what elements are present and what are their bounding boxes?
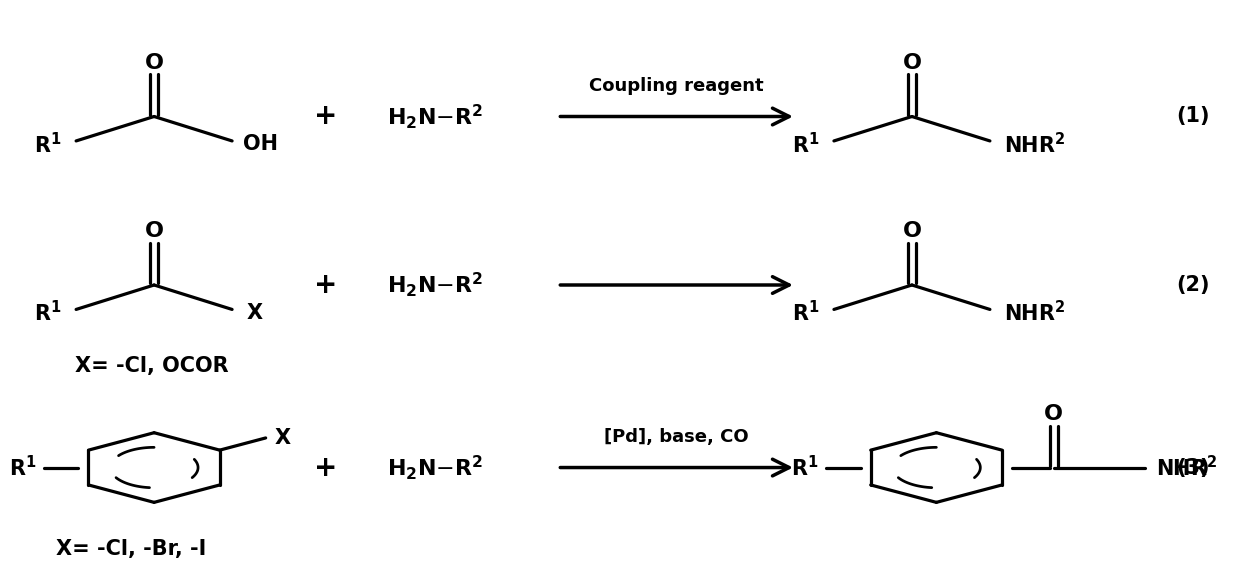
Text: H$_{\mathbf{2}}$N$-$R$^{\mathbf{2}}$: H$_{\mathbf{2}}$N$-$R$^{\mathbf{2}}$ xyxy=(387,102,484,131)
Text: O: O xyxy=(903,221,921,241)
Text: +: + xyxy=(314,271,337,299)
Text: NHR$^{\mathbf{2}}$: NHR$^{\mathbf{2}}$ xyxy=(1004,132,1065,157)
Text: O: O xyxy=(145,221,164,241)
Text: O: O xyxy=(1044,404,1064,424)
Text: R$^{\mathbf{1}}$: R$^{\mathbf{1}}$ xyxy=(35,132,62,157)
Text: OH: OH xyxy=(243,134,278,154)
Text: O: O xyxy=(145,53,164,73)
Text: +: + xyxy=(314,454,337,482)
Text: X= -Cl, -Br, -I: X= -Cl, -Br, -I xyxy=(56,539,207,559)
Text: NHR$^{\mathbf{2}}$: NHR$^{\mathbf{2}}$ xyxy=(1004,300,1065,325)
Text: O: O xyxy=(903,53,921,73)
Text: X: X xyxy=(275,428,291,448)
Text: (1): (1) xyxy=(1177,107,1210,127)
Text: X= -Cl, OCOR: X= -Cl, OCOR xyxy=(74,356,228,376)
Text: X: X xyxy=(247,303,263,323)
Text: [Pd], base, CO: [Pd], base, CO xyxy=(604,428,749,446)
Text: H$_{\mathbf{2}}$N$-$R$^{\mathbf{2}}$: H$_{\mathbf{2}}$N$-$R$^{\mathbf{2}}$ xyxy=(387,271,484,299)
Text: Coupling reagent: Coupling reagent xyxy=(589,77,764,95)
Text: NHR$^{\mathbf{2}}$: NHR$^{\mathbf{2}}$ xyxy=(1156,455,1218,480)
Text: H$_{\mathbf{2}}$N$-$R$^{\mathbf{2}}$: H$_{\mathbf{2}}$N$-$R$^{\mathbf{2}}$ xyxy=(387,453,484,482)
Text: R$^{\mathbf{1}}$: R$^{\mathbf{1}}$ xyxy=(792,132,820,157)
Text: R$^{\mathbf{1}}$: R$^{\mathbf{1}}$ xyxy=(35,300,62,325)
Text: R$^{\mathbf{1}}$: R$^{\mathbf{1}}$ xyxy=(791,455,818,480)
Text: R$^{\mathbf{1}}$: R$^{\mathbf{1}}$ xyxy=(9,455,37,480)
Text: R$^{\mathbf{1}}$: R$^{\mathbf{1}}$ xyxy=(792,300,820,325)
Text: (2): (2) xyxy=(1177,275,1210,295)
Text: (3): (3) xyxy=(1177,458,1210,478)
Text: +: + xyxy=(314,103,337,131)
